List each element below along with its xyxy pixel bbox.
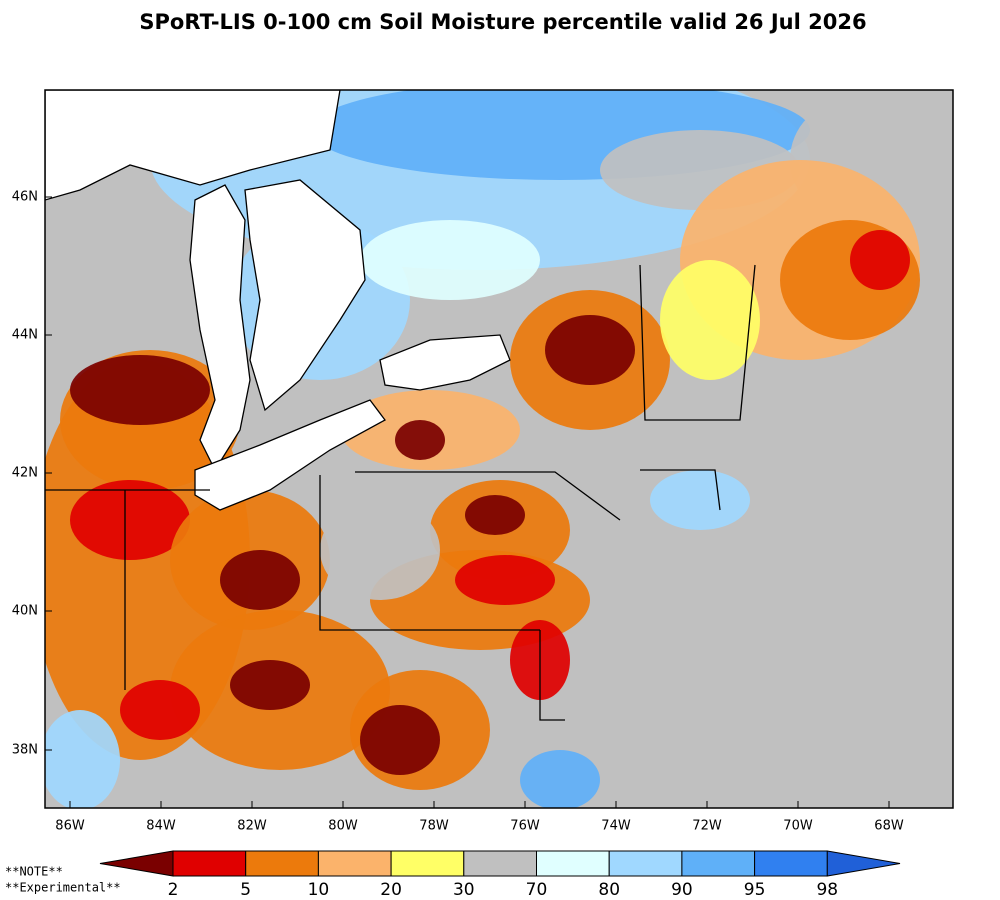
colorbar-segment — [172, 850, 247, 877]
lat-label: 38N — [12, 743, 38, 758]
data-region — [465, 495, 525, 535]
lon-label: 70W — [783, 819, 813, 834]
colorbar-label: 2 — [168, 880, 179, 900]
lon-label: 68W — [874, 819, 904, 834]
lon-label: 86W — [55, 819, 85, 834]
data-region — [650, 470, 750, 530]
colorbar-segment — [317, 850, 392, 877]
lon-label: 80W — [328, 819, 358, 834]
state-border — [640, 469, 721, 511]
lat-label: 46N — [12, 190, 38, 205]
lon-label: 74W — [601, 819, 631, 834]
colorbar-segment — [681, 850, 756, 877]
data-region — [120, 680, 200, 740]
colorbar-label: 5 — [240, 880, 251, 900]
note: **Experimental** — [5, 881, 121, 895]
colorbar-label: 70 — [526, 880, 548, 900]
colorbar-label: 80 — [598, 880, 620, 900]
lake — [194, 399, 386, 511]
lake — [244, 179, 366, 412]
lon-label: 82W — [237, 819, 267, 834]
lat-label: 44N — [12, 328, 38, 343]
lat-label: 42N — [12, 466, 38, 481]
data-region — [70, 355, 210, 425]
colorbar-end — [99, 850, 174, 877]
map-area — [45, 90, 953, 808]
colorbar-label: 90 — [671, 880, 693, 900]
data-region — [455, 555, 555, 605]
title: SPoRT-LIS 0-100 cm Soil Moisture percent… — [139, 10, 866, 34]
data-region — [360, 220, 540, 300]
data-region — [520, 750, 600, 808]
colorbar-segment — [463, 850, 537, 877]
colorbar-label: 10 — [308, 880, 330, 900]
lake — [379, 334, 511, 391]
colorbar-label: 30 — [453, 880, 475, 900]
colorbar-segment — [754, 850, 828, 877]
state-border — [355, 471, 621, 521]
state-border — [639, 264, 756, 421]
state-border — [539, 630, 565, 721]
data-region — [360, 705, 440, 775]
lon-label: 76W — [510, 819, 540, 834]
data-region — [545, 315, 635, 385]
colorbar-segment — [608, 850, 683, 877]
colorbar-end — [826, 850, 901, 877]
colorbar-segment — [390, 850, 465, 877]
lon-label: 72W — [692, 819, 722, 834]
lon-label: 84W — [146, 819, 176, 834]
data-region — [70, 480, 190, 560]
data-region — [220, 550, 300, 610]
data-region — [850, 230, 910, 290]
note: **NOTE** — [5, 865, 63, 879]
data-region — [320, 500, 440, 600]
lat-label: 40N — [12, 604, 38, 619]
lake — [45, 90, 341, 201]
data-region — [230, 660, 310, 710]
lon-label: 78W — [419, 819, 449, 834]
lake — [189, 184, 251, 472]
colorbar-segment — [245, 850, 319, 877]
colorbar-label: 20 — [380, 880, 402, 900]
data-region — [395, 420, 445, 460]
colorbar-segment — [536, 850, 610, 877]
colorbar-label: 95 — [744, 880, 766, 900]
colorbar-label: 98 — [816, 880, 838, 900]
data-region — [45, 710, 120, 808]
state-border — [319, 475, 540, 631]
map-frame — [44, 89, 954, 809]
data-region — [660, 260, 760, 380]
